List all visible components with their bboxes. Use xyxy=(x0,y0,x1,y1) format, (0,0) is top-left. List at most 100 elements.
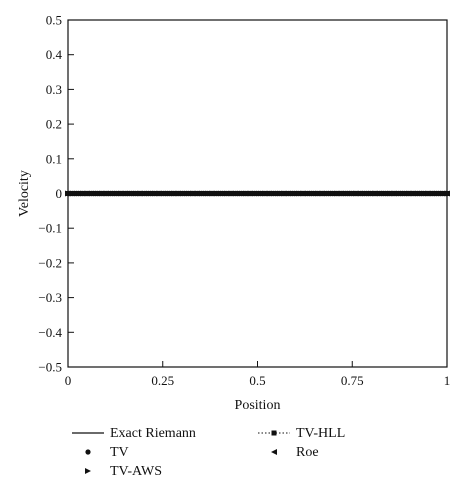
data-point xyxy=(390,190,397,197)
y-tick-label: 0.5 xyxy=(46,13,62,28)
data-point xyxy=(334,190,341,197)
data-point xyxy=(140,190,147,197)
data-point xyxy=(205,190,212,197)
axis-ticks: 0 0.25 0.5 0.75 1 0.5 0.4 0.3 0.2 0.1 0 −0.1 −0.2 −0.… xyxy=(38,13,450,389)
legend-swatch xyxy=(271,430,277,436)
legend-item-tv: TV xyxy=(85,445,129,460)
data-point xyxy=(360,190,367,197)
y-tick-label: −0.3 xyxy=(38,290,62,305)
data-point xyxy=(99,190,106,197)
data-point xyxy=(227,190,234,197)
data-point xyxy=(277,190,284,197)
data-point xyxy=(118,190,125,197)
legend-swatch xyxy=(85,468,91,474)
data-point xyxy=(250,190,257,197)
data-point xyxy=(125,190,132,197)
data-point xyxy=(201,190,208,197)
data-point xyxy=(224,190,231,197)
data-point xyxy=(436,190,443,197)
data-point xyxy=(212,190,219,197)
data-point xyxy=(273,190,280,197)
data-point xyxy=(375,190,382,197)
data-point xyxy=(68,190,75,197)
y-tick-label: 0.2 xyxy=(46,117,62,132)
legend-label: TV xyxy=(110,445,129,460)
data-point xyxy=(129,190,136,197)
data-point xyxy=(246,190,253,197)
legend-label: TV-AWS xyxy=(110,464,162,479)
data-point xyxy=(398,190,405,197)
data-point xyxy=(72,190,79,197)
x-tick-label: 0.25 xyxy=(151,373,174,388)
data-point xyxy=(364,190,371,197)
x-tick-label: 0 xyxy=(65,373,72,388)
data-point xyxy=(341,190,348,197)
data-point xyxy=(409,190,416,197)
data-point xyxy=(318,190,325,197)
series-tv-aws xyxy=(65,190,450,197)
data-point xyxy=(144,190,151,197)
y-tick-label: 0.3 xyxy=(46,82,62,97)
legend-label: Roe xyxy=(296,445,319,460)
y-tick-label: −0.5 xyxy=(38,360,62,375)
data-point xyxy=(299,190,306,197)
data-point xyxy=(368,190,375,197)
data-point xyxy=(148,190,155,197)
data-point xyxy=(216,190,223,197)
data-point xyxy=(190,190,197,197)
data-point xyxy=(265,190,272,197)
legend-item-tv-aws: TV-AWS xyxy=(85,464,162,479)
series-layer xyxy=(65,190,450,197)
data-point xyxy=(87,190,94,197)
data-point xyxy=(413,190,420,197)
x-tick-label: 1 xyxy=(444,373,451,388)
data-point xyxy=(421,190,428,197)
data-point xyxy=(307,190,314,197)
data-point xyxy=(182,190,189,197)
data-point xyxy=(371,190,378,197)
data-point xyxy=(303,190,310,197)
data-point xyxy=(167,190,174,197)
data-point xyxy=(258,190,265,197)
y-axis-title: Velocity xyxy=(17,170,32,217)
data-point xyxy=(330,190,337,197)
legend-item-roe: Roe xyxy=(271,445,319,460)
data-point xyxy=(186,190,193,197)
data-point xyxy=(288,190,295,197)
data-point xyxy=(102,190,109,197)
y-tick-label: −0.4 xyxy=(38,325,62,340)
y-tick-label: −0.2 xyxy=(38,255,62,270)
data-point xyxy=(315,190,322,197)
data-point xyxy=(353,190,360,197)
x-tick-label: 0.5 xyxy=(249,373,265,388)
data-point xyxy=(174,190,181,197)
legend-swatch xyxy=(85,449,91,455)
legend: Exact Riemann TV-HLL TV Roe TV-AWS xyxy=(72,426,345,479)
data-point xyxy=(379,190,386,197)
data-point xyxy=(110,190,117,197)
data-point xyxy=(106,190,113,197)
data-point xyxy=(197,190,204,197)
data-point xyxy=(235,190,242,197)
data-point xyxy=(417,190,424,197)
data-point xyxy=(356,190,363,197)
data-point xyxy=(444,190,450,197)
legend-label: TV-HLL xyxy=(296,426,345,441)
x-tick-label: 0.75 xyxy=(341,373,364,388)
data-point xyxy=(269,190,276,197)
data-point xyxy=(262,190,269,197)
data-point xyxy=(243,190,250,197)
data-point xyxy=(193,190,200,197)
data-point xyxy=(220,190,227,197)
data-point xyxy=(171,190,178,197)
y-tick-label: 0.4 xyxy=(46,47,63,62)
data-point xyxy=(406,190,413,197)
data-point xyxy=(83,190,90,197)
legend-item-exact-riemann: Exact Riemann xyxy=(72,426,196,441)
y-tick-label: −0.1 xyxy=(38,221,62,236)
data-point xyxy=(155,190,162,197)
data-point xyxy=(311,190,318,197)
data-point xyxy=(159,190,166,197)
data-point xyxy=(114,190,121,197)
